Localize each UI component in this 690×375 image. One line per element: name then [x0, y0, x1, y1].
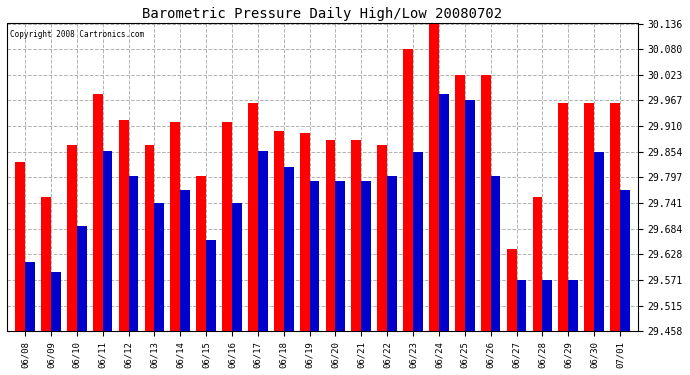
Bar [232, 203, 241, 332]
Bar [506, 249, 517, 332]
Bar [144, 145, 155, 332]
Bar [274, 131, 284, 332]
Bar [558, 104, 569, 332]
Bar [155, 203, 164, 332]
Bar [377, 145, 387, 332]
Bar [481, 75, 491, 332]
Bar [128, 176, 139, 332]
Title: Barometric Pressure Daily High/Low 20080702: Barometric Pressure Daily High/Low 20080… [142, 7, 502, 21]
Bar [542, 280, 552, 332]
Bar [517, 280, 526, 332]
Bar [41, 196, 51, 332]
Bar [491, 176, 500, 332]
Bar [326, 140, 335, 332]
Bar [610, 104, 620, 332]
Bar [206, 240, 216, 332]
Bar [620, 190, 630, 332]
Bar [455, 75, 465, 332]
Bar [222, 122, 232, 332]
Text: Copyright 2008 Cartronics.com: Copyright 2008 Cartronics.com [10, 30, 144, 39]
Bar [170, 122, 180, 332]
Bar [25, 262, 35, 332]
Bar [439, 94, 449, 332]
Bar [15, 162, 25, 332]
Bar [258, 151, 268, 332]
Bar [403, 49, 413, 332]
Bar [119, 120, 128, 332]
Bar [533, 196, 542, 332]
Bar [310, 181, 319, 332]
Bar [362, 181, 371, 332]
Bar [465, 100, 475, 332]
Bar [284, 167, 293, 332]
Bar [248, 104, 258, 332]
Bar [584, 104, 594, 332]
Bar [299, 133, 310, 332]
Bar [77, 226, 87, 332]
Bar [93, 94, 103, 332]
Bar [387, 176, 397, 332]
Bar [594, 152, 604, 332]
Bar [180, 190, 190, 332]
Bar [351, 140, 362, 332]
Bar [196, 176, 206, 332]
Bar [335, 181, 345, 332]
Bar [413, 152, 423, 332]
Bar [51, 272, 61, 332]
Bar [67, 145, 77, 332]
Bar [429, 24, 439, 332]
Bar [569, 280, 578, 332]
Bar [103, 151, 112, 332]
